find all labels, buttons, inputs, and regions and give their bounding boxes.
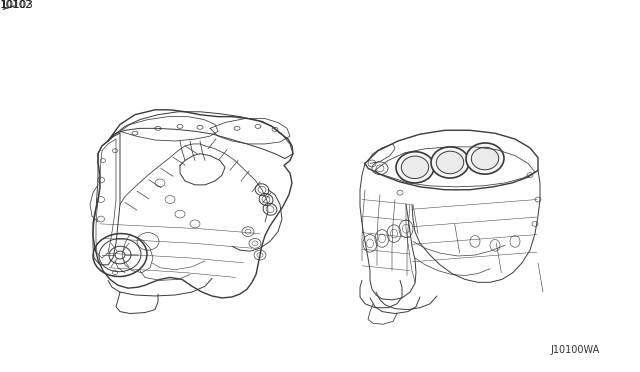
- Ellipse shape: [396, 152, 434, 183]
- Text: 10102: 10102: [0, 0, 33, 10]
- Ellipse shape: [401, 156, 429, 179]
- Text: 10103: 10103: [1, 0, 33, 10]
- Text: J10100WA: J10100WA: [551, 346, 600, 355]
- Ellipse shape: [471, 147, 499, 170]
- Ellipse shape: [436, 151, 463, 174]
- Ellipse shape: [431, 147, 469, 178]
- Ellipse shape: [466, 143, 504, 174]
